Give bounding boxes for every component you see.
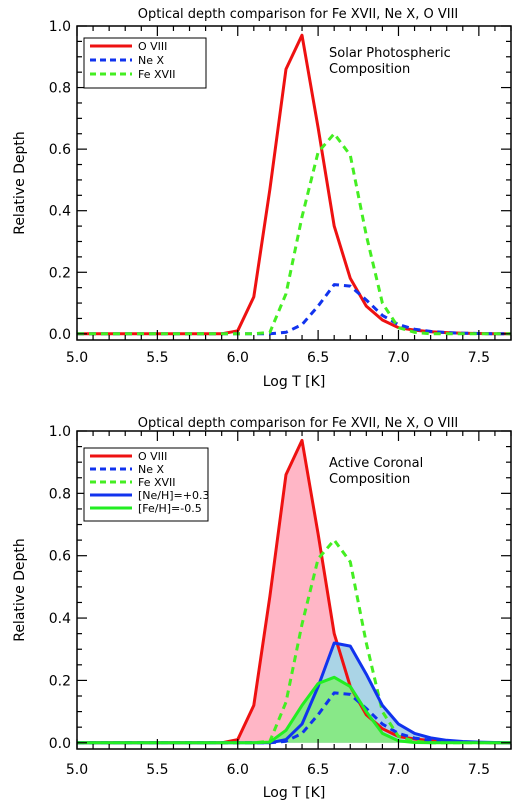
chart-title: Optical depth comparison for Fe XVII, Ne…	[138, 416, 458, 431]
legend-label-4: [Fe/H]=-0.5	[138, 502, 202, 515]
legend-label-0: O VIII	[138, 40, 167, 53]
x-tick-label: 6.0	[227, 762, 249, 778]
y-tick-label: 0.8	[49, 81, 71, 97]
x-tick-label: 5.0	[66, 762, 88, 778]
composition-note: Composition	[329, 472, 410, 487]
legend-label-0: O VIII	[138, 450, 167, 463]
legend-label-3: [Ne/H]=+0.3	[138, 489, 209, 502]
series-fill-0	[77, 440, 511, 743]
series-line-2	[77, 132, 511, 336]
plot-frame	[76, 430, 512, 750]
x-tick-label: 6.5	[307, 762, 329, 778]
series-line-4	[77, 675, 511, 745]
x-tick-label: 7.0	[387, 762, 409, 778]
x-axis-label: Log T [K]	[263, 785, 326, 800]
legend-label-2: Fe XVII	[138, 68, 176, 81]
x-tick-label: 5.5	[146, 762, 168, 778]
composition-note: Solar Photospheric	[329, 46, 451, 61]
series-fill-4	[77, 677, 511, 743]
legend-label-1: Ne X	[138, 463, 164, 476]
y-tick-label: 0.2	[49, 673, 71, 689]
y-tick-label: 0.0	[49, 736, 71, 752]
legend-label-2: Fe XVII	[138, 476, 176, 489]
chart-title: Optical depth comparison for Fe XVII, Ne…	[138, 7, 458, 22]
y-tick-label: 0.6	[49, 549, 71, 565]
y-tick-label: 1.0	[49, 19, 71, 35]
y-tick-label: 0.0	[49, 327, 71, 343]
x-axis-label: Log T [K]	[263, 374, 326, 390]
y-tick-label: 0.4	[49, 611, 71, 627]
x-tick-label: 7.0	[387, 350, 409, 366]
series-line-1	[77, 283, 511, 336]
composition-note: Composition	[329, 62, 410, 77]
y-axis-label: Relative Depth	[12, 131, 28, 235]
x-tick-label: 5.5	[146, 350, 168, 366]
y-axis-label: Relative Depth	[12, 538, 28, 642]
y-tick-label: 0.8	[49, 486, 71, 502]
x-tick-label: 6.0	[227, 350, 249, 366]
chart-panel-2: Optical depth comparison for Fe XVII, Ne…	[12, 416, 512, 800]
x-tick-label: 5.0	[66, 350, 88, 366]
x-tick-label: 6.5	[307, 350, 329, 366]
legend-label-1: Ne X	[138, 54, 164, 67]
composition-note: Active Coronal	[329, 456, 423, 471]
x-tick-label: 7.5	[468, 762, 490, 778]
y-tick-label: 0.4	[49, 204, 71, 220]
y-tick-label: 0.6	[49, 142, 71, 158]
y-tick-label: 0.2	[49, 265, 71, 281]
x-tick-label: 7.5	[468, 350, 490, 366]
y-tick-label: 1.0	[49, 424, 71, 440]
plot-frame	[76, 25, 512, 341]
chart-panel-1: Optical depth comparison for Fe XVII, Ne…	[12, 7, 512, 390]
